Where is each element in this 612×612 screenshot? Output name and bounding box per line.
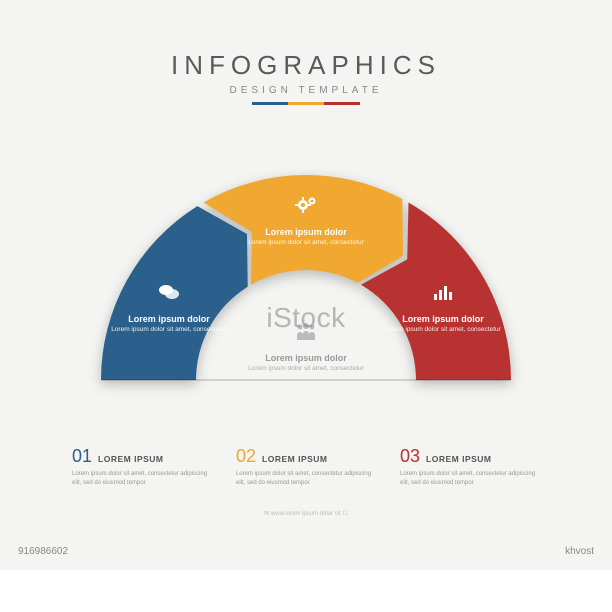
- divider: [0, 102, 612, 105]
- bottom-bar: [0, 570, 612, 612]
- chat-icon: [109, 280, 229, 310]
- column-1-number: 01: [72, 446, 92, 467]
- segment-top: Lorem ipsum dolor Lorem ipsum dolor sit …: [246, 193, 366, 247]
- subtitle: DESIGN TEMPLATE: [0, 85, 612, 96]
- stock-id: 916986602: [18, 546, 68, 557]
- people-icon: [241, 320, 371, 350]
- center-title: Lorem ipsum dolor: [241, 353, 371, 363]
- column-2: 02 LOREM IPSUM Lorem ipsum dolor sit ame…: [236, 446, 376, 487]
- column-1-text: Lorem ipsum dolor sit amet, consectetur …: [72, 470, 212, 487]
- bars-icon: [383, 280, 503, 310]
- center-content: Lorem ipsum dolor Lorem ipsum dolor sit …: [241, 320, 371, 373]
- footer-columns: 01 LOREM IPSUM Lorem ipsum dolor sit ame…: [72, 446, 540, 487]
- column-2-title: LOREM IPSUM: [262, 454, 327, 464]
- segment-top-title: Lorem ipsum dolor: [246, 227, 366, 237]
- main-title: INFOGRAPHICS: [0, 50, 612, 81]
- gear-icon: [246, 193, 366, 223]
- footer-credit: ✉ www.lorem ipsum dolor sit ☐: [0, 510, 612, 517]
- segment-left: Lorem ipsum dolor Lorem ipsum dolor sit …: [109, 280, 229, 334]
- column-1: 01 LOREM IPSUM Lorem ipsum dolor sit ame…: [72, 446, 212, 487]
- column-1-title: LOREM IPSUM: [98, 454, 163, 464]
- divider-segment-2: [288, 102, 324, 105]
- column-2-text: Lorem ipsum dolor sit amet, consectetur …: [236, 470, 376, 487]
- divider-segment-1: [252, 102, 288, 105]
- center-text: Lorem ipsum dolor sit amet, consectetur: [241, 365, 371, 373]
- column-3-number: 03: [400, 446, 420, 467]
- column-3-text: Lorem ipsum dolor sit amet, consectetur …: [400, 470, 540, 487]
- arc-diagram: Lorem ipsum dolor Lorem ipsum dolor sit …: [91, 165, 521, 395]
- segment-right-title: Lorem ipsum dolor: [383, 314, 503, 324]
- segment-left-title: Lorem ipsum dolor: [109, 314, 229, 324]
- divider-segment-3: [324, 102, 360, 105]
- segment-right-text: Lorem ipsum dolor sit amet, consectetur: [383, 326, 503, 334]
- segment-top-text: Lorem ipsum dolor sit amet, consectetur: [246, 239, 366, 247]
- column-3-title: LOREM IPSUM: [426, 454, 491, 464]
- segment-right: Lorem ipsum dolor Lorem ipsum dolor sit …: [383, 280, 503, 334]
- segment-left-text: Lorem ipsum dolor sit amet, consectetur: [109, 326, 229, 334]
- author-credit: khvost: [565, 546, 594, 557]
- header: INFOGRAPHICS DESIGN TEMPLATE: [0, 0, 612, 105]
- column-3: 03 LOREM IPSUM Lorem ipsum dolor sit ame…: [400, 446, 540, 487]
- column-2-number: 02: [236, 446, 256, 467]
